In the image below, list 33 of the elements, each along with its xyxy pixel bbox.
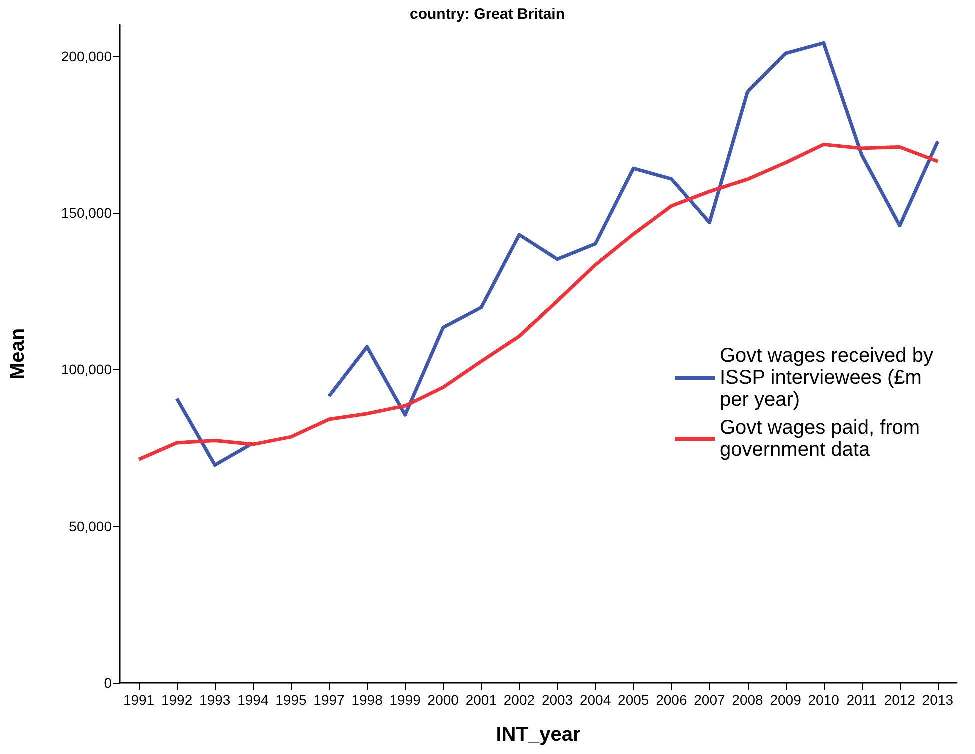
x-tick-label: 2007 — [694, 692, 726, 708]
x-tick-label: 2001 — [466, 692, 498, 708]
y-tick-label: 50,000 — [69, 518, 112, 534]
y-tick-label: 100,000 — [61, 362, 112, 378]
x-tick-label: 2013 — [922, 692, 954, 708]
x-tick-label: 1999 — [390, 692, 422, 708]
x-tick-label: 1995 — [276, 692, 307, 708]
x-tick-label: 1994 — [238, 692, 269, 708]
x-tick-label: 2000 — [428, 692, 460, 708]
x-tick-label: 1992 — [161, 692, 193, 708]
x-tick-label: 2002 — [504, 692, 536, 708]
legend-label: Govt wages received by ISSP interviewees (£m per year) — [720, 345, 939, 411]
x-tick-label: 1993 — [200, 692, 231, 708]
legend-label: Govt wages paid, from government data — [720, 417, 926, 461]
line-series — [137, 142, 940, 462]
x-tick-label: 2003 — [542, 692, 574, 708]
x-tick-label: 2010 — [808, 692, 840, 708]
y-axis-title: Mean — [7, 328, 29, 380]
x-tick-label: 2006 — [656, 692, 688, 708]
x-tick-label: 1998 — [352, 692, 384, 708]
x-tick-label: 2005 — [618, 692, 650, 708]
x-tick-label: 2004 — [580, 692, 612, 708]
x-tick-label: 2011 — [846, 692, 878, 708]
x-tick-label: 2008 — [732, 692, 764, 708]
x-tick-label: 1997 — [314, 692, 346, 708]
x-tick-label: 1991 — [123, 692, 155, 708]
x-tick-label: 2012 — [884, 692, 916, 708]
x-tick-label: 2009 — [770, 692, 802, 708]
y-tick-label: 0 — [104, 675, 112, 691]
y-tick-label: 150,000 — [61, 205, 112, 221]
x-axis-title: INT_year — [496, 724, 581, 746]
chart-title: country: Great Britain — [410, 6, 566, 23]
y-tick-label: 200,000 — [61, 48, 112, 64]
